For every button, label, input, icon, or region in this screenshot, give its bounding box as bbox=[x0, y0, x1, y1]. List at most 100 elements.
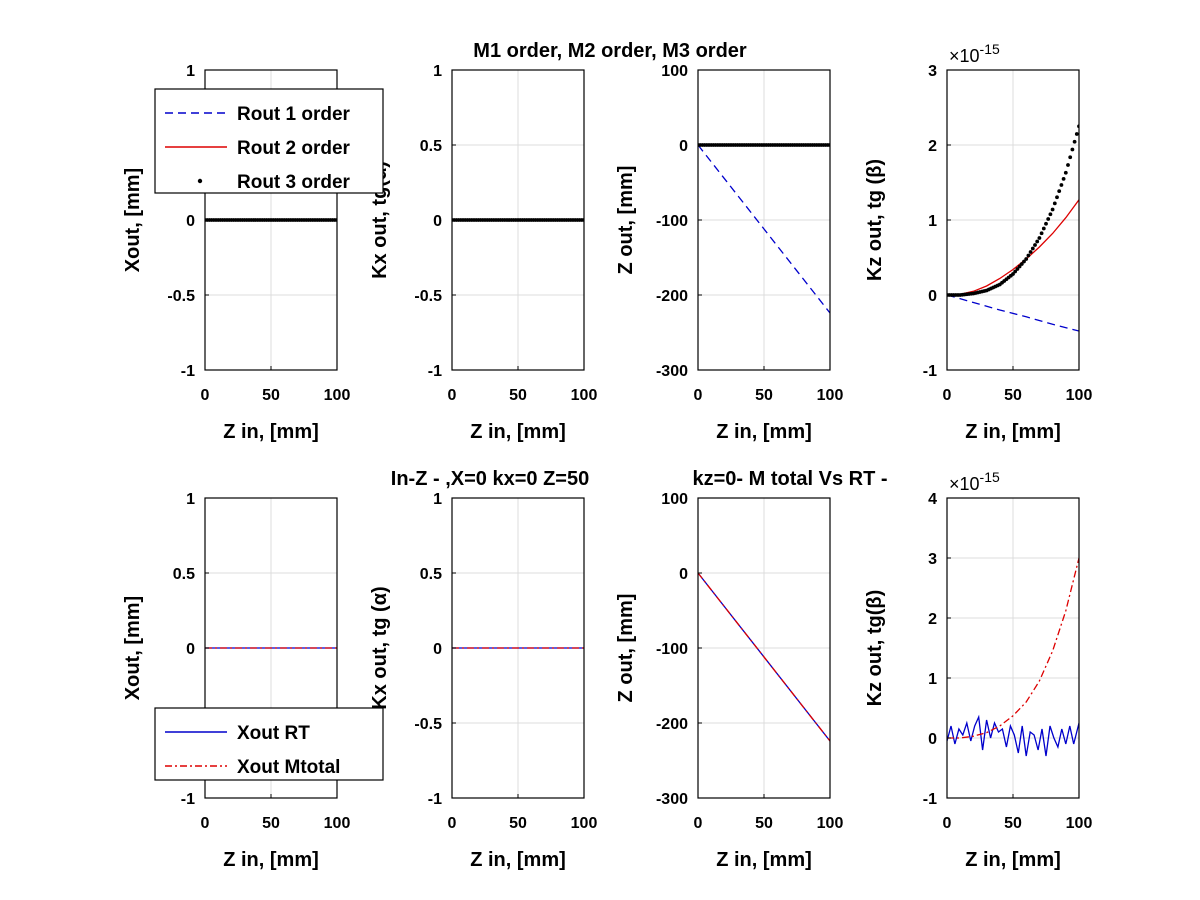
x-tick-label: 50 bbox=[1004, 815, 1022, 832]
series-3-point bbox=[1030, 246, 1035, 251]
legend-label: Rout 3 order bbox=[237, 172, 351, 193]
series-3-point bbox=[1026, 253, 1031, 258]
y-tick-label: 1 bbox=[928, 671, 937, 688]
x-tick-label: 100 bbox=[324, 815, 351, 832]
y-tick-label: 0 bbox=[186, 641, 195, 658]
y-axis-label: Z out, [mm] bbox=[615, 166, 637, 275]
y-tick-label: -300 bbox=[656, 363, 688, 380]
y-tick-label: -300 bbox=[656, 791, 688, 808]
legend-1: Rout 1 order Rout 2 order Rout 3 order bbox=[154, 88, 384, 194]
x-tick-label: 50 bbox=[262, 815, 280, 832]
y-tick-label: 3 bbox=[928, 551, 937, 568]
series-3-point bbox=[1057, 189, 1062, 194]
y-tick-label: -200 bbox=[656, 716, 688, 733]
y-tick-label: 0 bbox=[186, 213, 195, 230]
series-3-point bbox=[1059, 183, 1064, 187]
x-axis-label: Z in, [mm] bbox=[716, 849, 812, 871]
series-3-point bbox=[1028, 250, 1033, 254]
series-3-point bbox=[1044, 221, 1048, 226]
y-axis-label: Kz out, tg (β) bbox=[864, 159, 886, 281]
subplot-2: 0 50 100-1-0.500.51Z in, [mm]Kx out, tg(α) bbox=[369, 63, 597, 443]
y-tick-label: -1 bbox=[181, 791, 195, 808]
series-group bbox=[452, 218, 584, 222]
y-tick-label: -100 bbox=[656, 641, 688, 658]
x-tick-label: 50 bbox=[509, 387, 527, 404]
y-tick-label: 1 bbox=[433, 63, 442, 80]
y-tick-label: -1 bbox=[923, 791, 937, 808]
subplot-4: 0 50 100 -1 0 1 2 3 Z in, [mm] Kz out, tg (β) ×10-… bbox=[864, 41, 1092, 443]
series-3-point bbox=[1063, 170, 1068, 175]
series-3-point bbox=[1011, 272, 1015, 276]
series-3-point bbox=[1070, 147, 1075, 152]
legend-label: Xout RT bbox=[237, 723, 310, 744]
series-3-point bbox=[1033, 243, 1037, 247]
title-top: M1 order, M2 order, M3 order bbox=[473, 40, 747, 62]
series-3-point bbox=[1068, 155, 1073, 160]
subplot-6: 0 50 100 -1 -0.5 0 0.5 1 Z in, [mm] Kx out, tg (α… bbox=[369, 491, 597, 871]
y-tick-label: 0 bbox=[679, 138, 688, 155]
series-3-point bbox=[1019, 262, 1024, 266]
x-tick-label: 100 bbox=[571, 815, 598, 832]
y-tick-label: -1 bbox=[181, 363, 195, 380]
x-tick-label: 100 bbox=[571, 387, 598, 404]
x-tick-label: 100 bbox=[817, 815, 844, 832]
y-tick-label: -1 bbox=[428, 363, 442, 380]
series-2-line bbox=[698, 572, 830, 742]
y-axis-label: Xout, [mm] bbox=[122, 168, 144, 272]
y-tick-label: 1 bbox=[433, 491, 442, 508]
title-bottom-right: kz=0- M total Vs RT - bbox=[692, 468, 887, 490]
x-tick-label: 50 bbox=[509, 815, 527, 832]
series-1-line bbox=[947, 714, 1079, 757]
x-axis-label: Z in, [mm] bbox=[470, 849, 566, 871]
x-tick-label: 100 bbox=[1066, 815, 1093, 832]
series-group bbox=[947, 124, 1079, 332]
y-axis-label: Xout, [mm] bbox=[122, 596, 144, 700]
x-tick-label: 100 bbox=[817, 387, 844, 404]
series-3-point bbox=[1039, 231, 1044, 236]
y-tick-label: -1 bbox=[428, 791, 442, 808]
x-tick-label: 0 bbox=[694, 387, 703, 404]
y-tick-label: -1 bbox=[923, 363, 937, 380]
x-tick-label: 50 bbox=[262, 387, 280, 404]
y-tick-label: 0 bbox=[928, 288, 937, 305]
exponent-label: ×10-15 bbox=[949, 41, 1000, 66]
x-axis-label: Z in, [mm] bbox=[965, 849, 1061, 871]
legend-label: Rout 1 order bbox=[237, 104, 351, 125]
x-axis-label: Z in, [mm] bbox=[965, 421, 1061, 443]
series-3-point bbox=[1017, 264, 1022, 269]
series-3-point bbox=[1048, 212, 1053, 217]
series-3-point bbox=[1024, 257, 1029, 261]
series-3-point bbox=[1035, 239, 1040, 244]
x-tick-label: 50 bbox=[1004, 387, 1022, 404]
y-axis-label: Z out, [mm] bbox=[615, 594, 637, 703]
series-3-point bbox=[1072, 139, 1077, 144]
x-tick-label: 50 bbox=[755, 815, 773, 832]
x-tick-label: 0 bbox=[201, 387, 210, 404]
y-tick-label: -100 bbox=[656, 213, 688, 230]
series-group bbox=[698, 572, 830, 742]
legend-box bbox=[154, 707, 384, 781]
y-tick-label: 0 bbox=[433, 641, 442, 658]
y-tick-label: 100 bbox=[661, 491, 688, 508]
y-tick-label: 2 bbox=[928, 611, 937, 628]
series-group bbox=[698, 143, 830, 314]
series-3-point bbox=[1066, 163, 1070, 167]
y-axis-label: Kz out, tg(β) bbox=[864, 590, 886, 707]
y-tick-label: 0.5 bbox=[420, 138, 442, 155]
series-3-point bbox=[1046, 217, 1051, 221]
x-axis-label: Z in, [mm] bbox=[223, 421, 319, 443]
series-3-point bbox=[1055, 195, 1059, 200]
legend-5: Xout RT Xout Mtotal bbox=[154, 707, 384, 781]
legend-label: Rout 2 order bbox=[237, 138, 351, 159]
exponent-label: ×10-15 bbox=[949, 469, 1000, 494]
y-tick-label: 1 bbox=[928, 213, 937, 230]
exponent-value: -15 bbox=[980, 41, 1000, 57]
x-axis-label: Z in, [mm] bbox=[223, 849, 319, 871]
y-tick-label: -200 bbox=[656, 288, 688, 305]
y-tick-label: 0 bbox=[679, 566, 688, 583]
x-tick-label: 0 bbox=[201, 815, 210, 832]
y-tick-label: 3 bbox=[928, 63, 937, 80]
x-axis-label: Z in, [mm] bbox=[470, 421, 566, 443]
